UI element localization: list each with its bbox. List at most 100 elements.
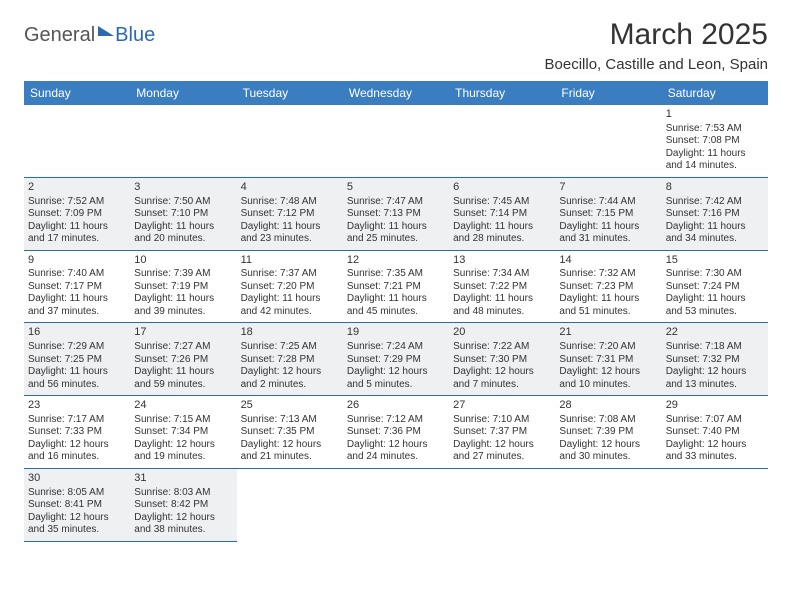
day-header: Tuesday [237, 81, 343, 105]
calendar-page: General Blue March 2025 Boecillo, Castil… [0, 0, 792, 560]
day-number: 25 [241, 399, 339, 413]
sunrise-text: Sunrise: 7:22 AM [453, 341, 551, 354]
daylight-text: Daylight: 12 hours [241, 366, 339, 379]
day-number: 5 [347, 181, 445, 195]
sunrise-text: Sunrise: 8:03 AM [134, 487, 232, 500]
day-number: 28 [559, 399, 657, 413]
sunrise-text: Sunrise: 7:08 AM [559, 414, 657, 427]
daylight-text: and 35 minutes. [28, 524, 126, 537]
day-number: 3 [134, 181, 232, 195]
sunrise-text: Sunrise: 7:15 AM [134, 414, 232, 427]
empty-cell [343, 105, 449, 177]
daylight-text: and 51 minutes. [559, 306, 657, 319]
sunrise-text: Sunrise: 7:25 AM [241, 341, 339, 354]
daylight-text: and 45 minutes. [347, 306, 445, 319]
day-cell: 23Sunrise: 7:17 AMSunset: 7:33 PMDayligh… [24, 396, 130, 469]
day-cell: 12Sunrise: 7:35 AMSunset: 7:21 PMDayligh… [343, 250, 449, 323]
daylight-text: Daylight: 11 hours [453, 221, 551, 234]
week-row: 9Sunrise: 7:40 AMSunset: 7:17 PMDaylight… [24, 250, 768, 323]
daylight-text: Daylight: 12 hours [134, 439, 232, 452]
sunset-text: Sunset: 7:22 PM [453, 281, 551, 294]
sunrise-text: Sunrise: 7:30 AM [666, 268, 764, 281]
daylight-text: and 24 minutes. [347, 451, 445, 464]
day-number: 23 [28, 399, 126, 413]
daylight-text: Daylight: 11 hours [134, 293, 232, 306]
sunset-text: Sunset: 7:13 PM [347, 208, 445, 221]
day-number: 11 [241, 254, 339, 268]
sunrise-text: Sunrise: 7:27 AM [134, 341, 232, 354]
daylight-text: and 53 minutes. [666, 306, 764, 319]
sunrise-text: Sunrise: 7:42 AM [666, 196, 764, 209]
sunset-text: Sunset: 7:17 PM [28, 281, 126, 294]
daylight-text: and 14 minutes. [666, 160, 764, 173]
daylight-text: Daylight: 12 hours [134, 512, 232, 525]
day-number: 2 [28, 181, 126, 195]
day-header: Friday [555, 81, 661, 105]
day-number: 31 [134, 472, 232, 486]
sunrise-text: Sunrise: 7:48 AM [241, 196, 339, 209]
sunrise-text: Sunrise: 7:10 AM [453, 414, 551, 427]
daylight-text: and 13 minutes. [666, 379, 764, 392]
daylight-text: and 31 minutes. [559, 233, 657, 246]
day-cell: 30Sunrise: 8:05 AMSunset: 8:41 PMDayligh… [24, 468, 130, 541]
day-number: 12 [347, 254, 445, 268]
daylight-text: Daylight: 11 hours [241, 293, 339, 306]
sunset-text: Sunset: 7:12 PM [241, 208, 339, 221]
day-header: Wednesday [343, 81, 449, 105]
daylight-text: Daylight: 12 hours [666, 366, 764, 379]
empty-cell [449, 105, 555, 177]
daylight-text: Daylight: 11 hours [666, 148, 764, 161]
day-cell: 9Sunrise: 7:40 AMSunset: 7:17 PMDaylight… [24, 250, 130, 323]
sunrise-text: Sunrise: 7:39 AM [134, 268, 232, 281]
sunrise-text: Sunrise: 8:05 AM [28, 487, 126, 500]
logo: General Blue [24, 24, 155, 47]
sunrise-text: Sunrise: 7:44 AM [559, 196, 657, 209]
daylight-text: Daylight: 11 hours [134, 366, 232, 379]
day-cell: 1Sunrise: 7:53 AMSunset: 7:08 PMDaylight… [662, 105, 768, 177]
week-row: 16Sunrise: 7:29 AMSunset: 7:25 PMDayligh… [24, 323, 768, 396]
empty-cell [237, 105, 343, 177]
daylight-text: Daylight: 11 hours [666, 293, 764, 306]
sunrise-text: Sunrise: 7:24 AM [347, 341, 445, 354]
sunrise-text: Sunrise: 7:34 AM [453, 268, 551, 281]
header-row: General Blue March 2025 Boecillo, Castil… [24, 18, 768, 73]
sunrise-text: Sunrise: 7:07 AM [666, 414, 764, 427]
sunset-text: Sunset: 7:10 PM [134, 208, 232, 221]
day-number: 6 [453, 181, 551, 195]
day-cell: 28Sunrise: 7:08 AMSunset: 7:39 PMDayligh… [555, 396, 661, 469]
sunrise-text: Sunrise: 7:40 AM [28, 268, 126, 281]
day-cell: 27Sunrise: 7:10 AMSunset: 7:37 PMDayligh… [449, 396, 555, 469]
daylight-text: Daylight: 12 hours [347, 366, 445, 379]
empty-cell [449, 468, 555, 541]
day-cell: 26Sunrise: 7:12 AMSunset: 7:36 PMDayligh… [343, 396, 449, 469]
day-cell: 16Sunrise: 7:29 AMSunset: 7:25 PMDayligh… [24, 323, 130, 396]
daylight-text: and 34 minutes. [666, 233, 764, 246]
day-cell: 6Sunrise: 7:45 AMSunset: 7:14 PMDaylight… [449, 177, 555, 250]
sunset-text: Sunset: 7:21 PM [347, 281, 445, 294]
sunset-text: Sunset: 7:14 PM [453, 208, 551, 221]
day-cell: 20Sunrise: 7:22 AMSunset: 7:30 PMDayligh… [449, 323, 555, 396]
day-number: 10 [134, 254, 232, 268]
daylight-text: and 33 minutes. [666, 451, 764, 464]
title-block: March 2025 Boecillo, Castille and Leon, … [545, 18, 768, 73]
sunrise-text: Sunrise: 7:18 AM [666, 341, 764, 354]
daylight-text: Daylight: 11 hours [453, 293, 551, 306]
sunrise-text: Sunrise: 7:35 AM [347, 268, 445, 281]
day-number: 26 [347, 399, 445, 413]
empty-cell [130, 105, 236, 177]
daylight-text: Daylight: 12 hours [28, 512, 126, 525]
daylight-text: and 16 minutes. [28, 451, 126, 464]
daylight-text: Daylight: 12 hours [559, 439, 657, 452]
week-row: 1Sunrise: 7:53 AMSunset: 7:08 PMDaylight… [24, 105, 768, 177]
empty-cell [662, 468, 768, 541]
daylight-text: Daylight: 11 hours [241, 221, 339, 234]
daylight-text: Daylight: 12 hours [453, 366, 551, 379]
day-cell: 24Sunrise: 7:15 AMSunset: 7:34 PMDayligh… [130, 396, 236, 469]
calendar-body: 1Sunrise: 7:53 AMSunset: 7:08 PMDaylight… [24, 105, 768, 541]
sunset-text: Sunset: 7:31 PM [559, 354, 657, 367]
daylight-text: Daylight: 11 hours [28, 221, 126, 234]
daylight-text: Daylight: 11 hours [559, 293, 657, 306]
logo-text-blue: Blue [115, 24, 155, 47]
day-cell: 8Sunrise: 7:42 AMSunset: 7:16 PMDaylight… [662, 177, 768, 250]
week-row: 2Sunrise: 7:52 AMSunset: 7:09 PMDaylight… [24, 177, 768, 250]
